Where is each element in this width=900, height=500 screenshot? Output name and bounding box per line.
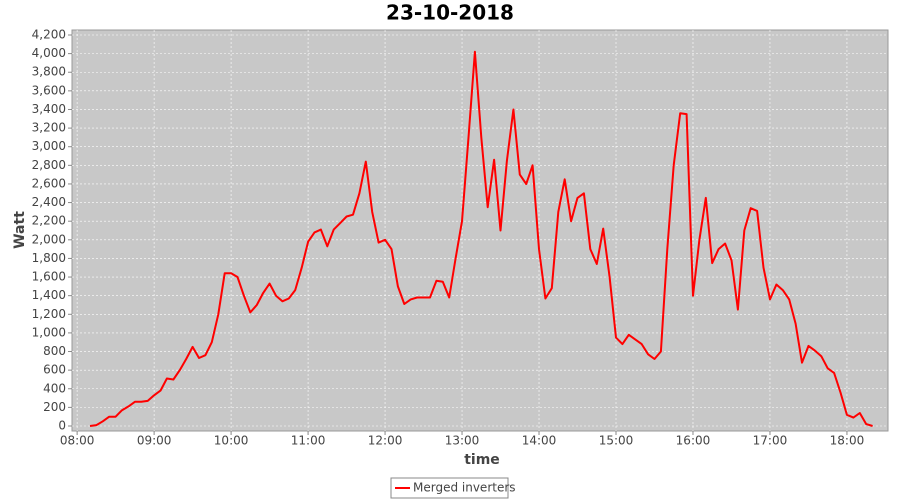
y-tick-label: 1,800: [32, 251, 66, 265]
y-tick-label: 600: [43, 363, 66, 377]
y-tick-label: 0: [58, 419, 66, 433]
x-tick-label: 16:00: [676, 434, 711, 448]
x-tick-label: 11:00: [291, 434, 326, 448]
y-tick-label: 1,600: [32, 270, 66, 284]
y-tick-label: 1,200: [32, 307, 66, 321]
series-line: [89, 50, 873, 427]
y-tick-label: 2,400: [32, 195, 66, 209]
x-tick-label: 12:00: [368, 434, 403, 448]
y-tick-label: 2,200: [32, 214, 66, 228]
legend-label: Merged inverters: [413, 481, 516, 495]
y-tick-label: 3,400: [32, 102, 66, 116]
x-tick-label: 15:00: [599, 434, 634, 448]
x-tick-label: 10:00: [214, 434, 249, 448]
y-tick-label: 3,000: [32, 139, 66, 153]
x-tick-label: 18:00: [830, 434, 865, 448]
y-tick-label: 4,200: [32, 28, 66, 42]
x-tick-label: 08:00: [60, 434, 95, 448]
y-tick-label: 200: [43, 400, 66, 414]
plot-area: [71, 29, 889, 432]
x-tick-label: 17:00: [753, 434, 788, 448]
y-tick-label: 3,800: [32, 65, 66, 79]
y-tick-label: 2,600: [32, 176, 66, 190]
y-tick-label: 2,800: [32, 158, 66, 172]
y-tick-label: 1,400: [32, 288, 66, 302]
y-tick-label: 3,200: [32, 121, 66, 135]
y-axis-label: Watt: [12, 211, 28, 249]
y-tick-label: 800: [43, 344, 66, 358]
x-tick-label: 09:00: [137, 434, 172, 448]
y-tick-label: 2,000: [32, 232, 66, 246]
y-tick-label: 4,000: [32, 46, 66, 60]
chart-title: 23-10-2018: [386, 1, 514, 25]
x-axis-label: time: [464, 452, 500, 468]
legend-box: [390, 477, 509, 499]
y-tick-label: 3,600: [32, 83, 66, 97]
y-tick-label: 400: [43, 381, 66, 395]
y-tick-label: 1,000: [32, 325, 66, 339]
x-tick-label: 14:00: [522, 434, 557, 448]
x-tick-label: 13:00: [445, 434, 480, 448]
